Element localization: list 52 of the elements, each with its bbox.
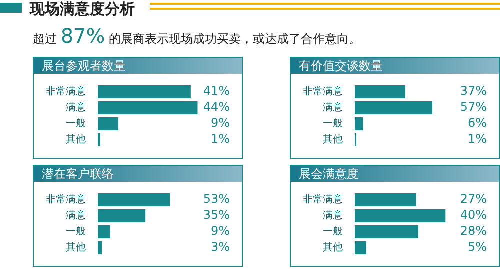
bar — [98, 209, 146, 223]
y-tick-label: 一般 — [66, 226, 86, 238]
chart-subtitle: 超过 87% 的展商表示现场成功买卖，或达成了合作意向。 — [33, 24, 362, 50]
data-label: 41% — [203, 84, 230, 98]
y-tick-label: 一般 — [323, 118, 343, 130]
y-tick-label: 满意 — [323, 102, 343, 114]
bar — [98, 241, 102, 255]
bar — [355, 225, 418, 239]
data-label: 5% — [468, 240, 487, 254]
y-tick-label: 一般 — [66, 118, 86, 130]
bar — [355, 117, 364, 131]
text: 展会满意度 — [299, 167, 359, 181]
bar — [355, 101, 433, 115]
y-tick-label: 非常满意 — [46, 194, 86, 206]
y-tick-label: 非常满意 — [303, 194, 343, 206]
data-label: 37% — [460, 84, 487, 98]
y-tick-label: 非常满意 — [46, 86, 86, 98]
data-label: 28% — [460, 224, 487, 238]
data-label: 9% — [210, 116, 230, 130]
y-tick-label: 满意 — [66, 102, 86, 114]
data-label: 1% — [210, 132, 230, 146]
text: 潜在客户联络 — [42, 167, 114, 181]
bar — [355, 193, 416, 207]
y-tick-label: 其他 — [323, 134, 343, 146]
bar — [355, 85, 406, 99]
y-tick-label: 其他 — [323, 242, 343, 254]
y-tick-label: 满意 — [66, 210, 86, 222]
text: 有价值交谈数量 — [299, 59, 383, 73]
data-label: 57% — [460, 100, 487, 114]
y-tick-label: 非常满意 — [303, 86, 343, 98]
bar — [98, 225, 110, 239]
data-label: 1% — [468, 132, 487, 146]
bar — [98, 193, 170, 207]
data-label: 44% — [203, 100, 230, 114]
bar — [98, 101, 198, 115]
bar — [98, 85, 191, 99]
y-tick-label: 其他 — [66, 242, 86, 254]
data-label: 53% — [203, 192, 230, 206]
y-tick-label: 满意 — [323, 210, 343, 222]
y-tick-label: 其他 — [66, 134, 86, 146]
bar — [355, 209, 446, 223]
data-label: 9% — [210, 224, 230, 238]
data-label: 3% — [210, 240, 230, 254]
text: 展台参观者数量 — [42, 59, 126, 73]
bar — [355, 241, 366, 255]
data-label: 27% — [460, 192, 487, 206]
chart-title: 现场满意度分析 — [30, 0, 135, 18]
data-label: 6% — [468, 116, 487, 130]
y-tick-label: 一般 — [323, 226, 343, 238]
bar — [98, 117, 118, 131]
data-label: 40% — [460, 208, 487, 222]
data-label: 35% — [203, 208, 230, 222]
